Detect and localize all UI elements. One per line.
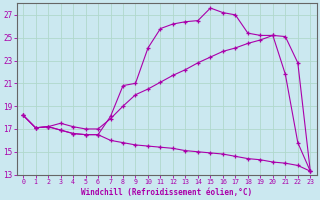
- X-axis label: Windchill (Refroidissement éolien,°C): Windchill (Refroidissement éolien,°C): [81, 188, 252, 197]
